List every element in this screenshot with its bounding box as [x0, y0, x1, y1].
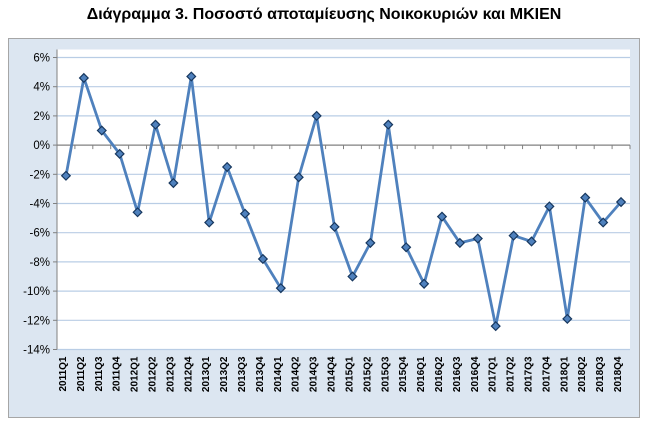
data-point-marker	[168, 177, 179, 189]
x-tick-label: 2012Q2	[147, 356, 158, 392]
data-point-marker	[257, 253, 269, 265]
data-point-marker	[526, 236, 537, 247]
data-point-marker	[562, 313, 573, 324]
x-tick-label: 2013Q4	[255, 356, 266, 392]
data-point-marker	[239, 208, 251, 219]
data-point-marker	[508, 230, 519, 241]
x-tick-label: 2012Q4	[183, 356, 194, 392]
data-point-marker	[132, 207, 143, 218]
x-tick-label: 2017Q2	[506, 356, 517, 392]
x-tick-label: 2018Q3	[595, 356, 606, 392]
y-tick-label: -4%	[30, 199, 50, 211]
data-point-marker	[204, 217, 215, 228]
data-point-marker	[454, 237, 466, 249]
x-tick-label: 2015Q3	[380, 356, 391, 392]
y-tick-label: 6%	[33, 53, 50, 65]
plot-area	[57, 49, 630, 350]
y-tick-label: -6%	[30, 228, 50, 240]
data-point-marker	[615, 196, 627, 208]
x-tick-label: 2011Q2	[76, 356, 87, 391]
x-tick-label: 2016Q4	[470, 356, 481, 392]
x-tick-label: 2011Q1	[58, 356, 69, 391]
data-point-marker	[114, 148, 125, 160]
x-tick-label: 2017Q4	[541, 356, 552, 392]
x-tick-label: 2018Q2	[577, 356, 588, 392]
x-tick-label: 2011Q4	[112, 356, 123, 391]
data-point-marker	[96, 125, 107, 136]
data-point-marker	[418, 278, 430, 289]
data-point-marker	[544, 201, 555, 212]
x-tick-label: 2014Q1	[273, 356, 284, 392]
x-tick-label: 2017Q1	[488, 356, 499, 392]
x-tick-label: 2018Q4	[613, 356, 624, 392]
y-tick-label: -10%	[23, 286, 50, 298]
data-point-marker	[78, 72, 90, 84]
x-tick-label: 2014Q2	[291, 356, 302, 392]
y-tick-label: 4%	[33, 82, 50, 94]
data-point-marker	[383, 119, 394, 130]
x-tick-label: 2013Q2	[219, 356, 230, 392]
data-point-marker	[597, 217, 609, 228]
data-point-marker	[311, 110, 322, 122]
x-tick-label: 2012Q1	[130, 356, 141, 392]
data-point-marker	[472, 233, 483, 244]
data-point-marker	[329, 221, 340, 233]
x-tick-label: 2016Q3	[452, 356, 463, 392]
data-point-marker	[436, 211, 448, 222]
x-tick-label: 2016Q1	[416, 356, 427, 392]
y-tick-label: -8%	[30, 257, 50, 269]
data-point-marker	[293, 172, 304, 183]
x-tick-label: 2015Q1	[344, 356, 355, 392]
data-point-marker	[150, 119, 161, 130]
x-tick-label: 2012Q3	[165, 356, 176, 392]
data-point-marker	[186, 71, 197, 82]
data-point-marker	[221, 161, 233, 173]
y-tick-label: -12%	[23, 315, 50, 327]
data-point-marker	[60, 170, 72, 181]
y-tick-label: -14%	[23, 345, 50, 357]
data-point-marker	[365, 237, 376, 249]
savings-line-chart: 6% 4% 2% 0% -2% -4% -6% -8% -10% -12% -14% 2011Q1 20…	[23, 49, 631, 392]
x-tick-label: 2011Q3	[94, 356, 105, 391]
x-tick-label: 2017Q3	[524, 356, 535, 392]
x-tick-label: 2013Q1	[201, 356, 212, 392]
x-tick-label: 2018Q1	[559, 356, 570, 392]
x-tick-label: 2016Q2	[434, 356, 445, 392]
chart-frame: 6% 4% 2% 0% -2% -4% -6% -8% -10% -12% -14% 2011Q1 20…	[8, 38, 640, 418]
data-point-marker	[275, 283, 286, 294]
x-tick-label: 2015Q4	[398, 356, 409, 392]
y-tick-label: 2%	[33, 111, 50, 123]
x-tick-label: 2014Q4	[327, 356, 338, 392]
chart-title: Διάγραμμα 3. Ποσοστό αποταμίευσης Νοικοκ…	[86, 6, 562, 23]
y-tick-label: 0%	[33, 140, 50, 152]
x-tick-label: 2014Q3	[309, 356, 320, 392]
data-point-marker	[401, 242, 412, 253]
data-point-marker	[347, 271, 358, 282]
x-tick-label: 2013Q3	[237, 356, 248, 392]
data-point-marker	[490, 320, 501, 332]
data-point-marker	[580, 192, 591, 203]
y-tick-label: -2%	[30, 169, 50, 181]
x-tick-label: 2015Q2	[362, 356, 373, 392]
